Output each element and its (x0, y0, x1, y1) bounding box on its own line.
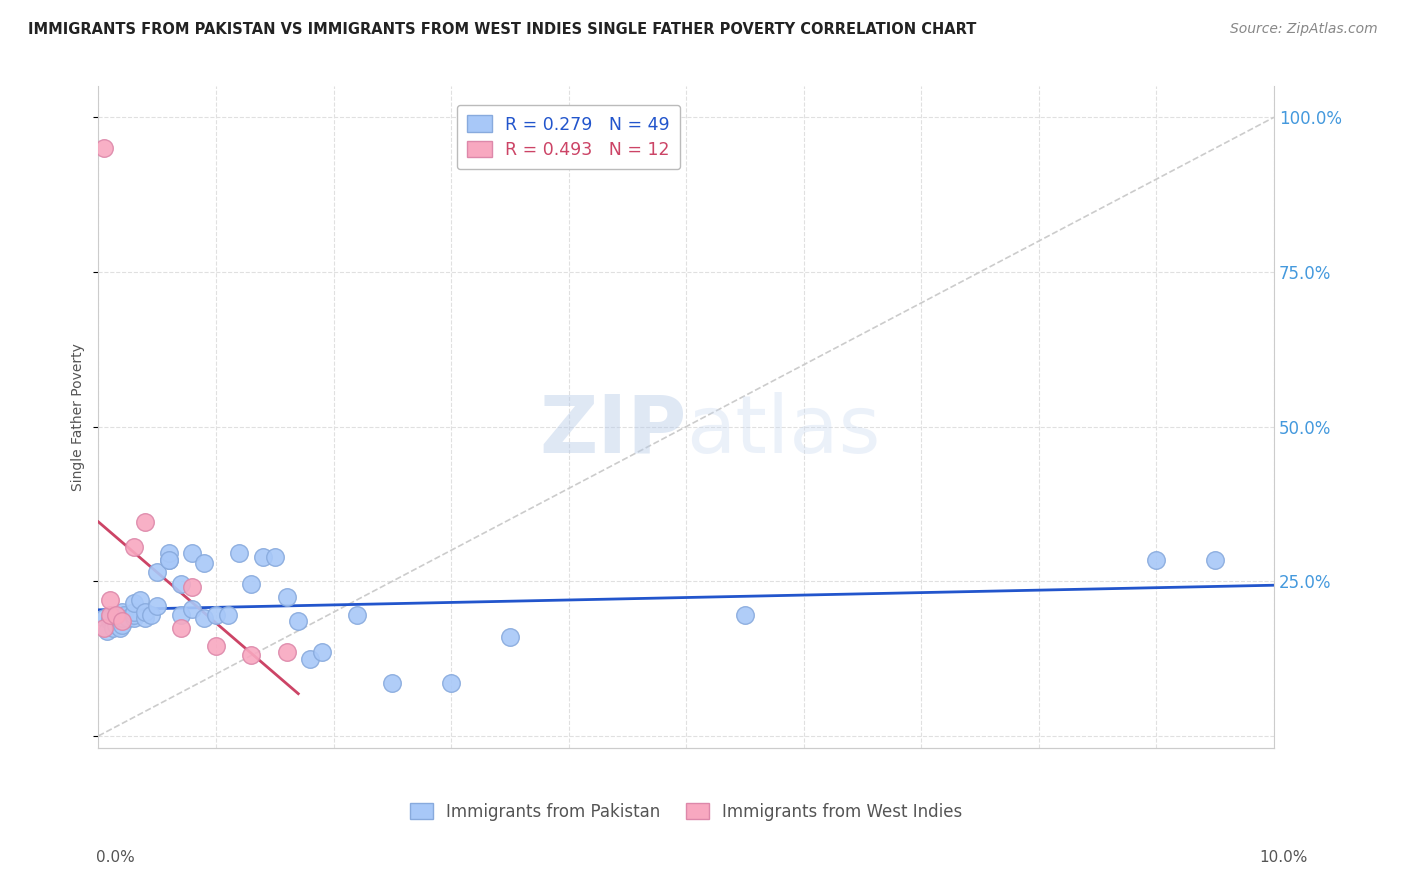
Point (240, 577, 263, 591)
Point (440, 676, 463, 690)
Y-axis label: Single Father Poverty: Single Father Poverty (72, 343, 86, 491)
Point (122, 540, 145, 554)
Point (111, 617, 134, 632)
Point (263, 549, 285, 564)
Point (111, 615, 134, 629)
Point (134, 516, 156, 530)
Point (122, 608, 145, 623)
Point (128, 592, 150, 607)
Point (98, 608, 121, 623)
Point (93, 621, 115, 635)
Point (170, 608, 193, 623)
Point (346, 608, 368, 623)
Point (181, 546, 204, 560)
Point (157, 552, 180, 566)
Point (193, 556, 215, 570)
Text: 0.0%: 0.0% (96, 850, 135, 865)
Point (96, 624, 118, 638)
Text: ZIP: ZIP (538, 392, 686, 469)
Point (170, 577, 193, 591)
Text: 10.0%: 10.0% (1260, 850, 1308, 865)
Point (98, 615, 121, 629)
Point (122, 611, 145, 625)
Point (193, 611, 215, 625)
Point (311, 645, 333, 659)
Point (276, 590, 298, 604)
Point (146, 599, 169, 613)
Point (105, 611, 128, 625)
Point (217, 608, 239, 623)
Point (299, 651, 322, 665)
Point (101, 621, 124, 635)
Point (146, 565, 169, 579)
Point (98, 611, 121, 625)
Point (205, 608, 228, 623)
Point (111, 611, 134, 625)
Point (170, 621, 193, 635)
Legend: Immigrants from Pakistan, Immigrants from West Indies: Immigrants from Pakistan, Immigrants fro… (399, 793, 973, 831)
Point (287, 615, 309, 629)
Point (122, 596, 145, 610)
Point (276, 645, 298, 659)
Point (134, 605, 156, 619)
Point (1144, 552, 1167, 566)
Point (105, 608, 128, 623)
Point (111, 605, 134, 619)
Point (228, 546, 250, 560)
Point (141, 608, 163, 623)
Point (98, 592, 121, 607)
Point (252, 549, 274, 564)
Point (93, 611, 115, 625)
Point (734, 608, 756, 623)
Point (105, 617, 128, 632)
Point (499, 630, 522, 644)
Point (205, 639, 228, 653)
Point (381, 676, 404, 690)
Point (117, 611, 139, 625)
Point (157, 546, 180, 560)
Point (112, 608, 135, 623)
Text: IMMIGRANTS FROM PAKISTAN VS IMMIGRANTS FROM WEST INDIES SINGLE FATHER POVERTY CO: IMMIGRANTS FROM PAKISTAN VS IMMIGRANTS F… (28, 22, 977, 37)
Point (157, 552, 180, 566)
Point (181, 602, 204, 616)
Text: Source: ZipAtlas.com: Source: ZipAtlas.com (1230, 22, 1378, 37)
Point (122, 605, 145, 619)
Point (181, 581, 204, 595)
Point (108, 621, 131, 635)
Text: atlas: atlas (686, 392, 880, 469)
Point (93, 141, 115, 155)
Point (240, 648, 263, 663)
Point (134, 611, 156, 625)
Point (1204, 552, 1226, 566)
